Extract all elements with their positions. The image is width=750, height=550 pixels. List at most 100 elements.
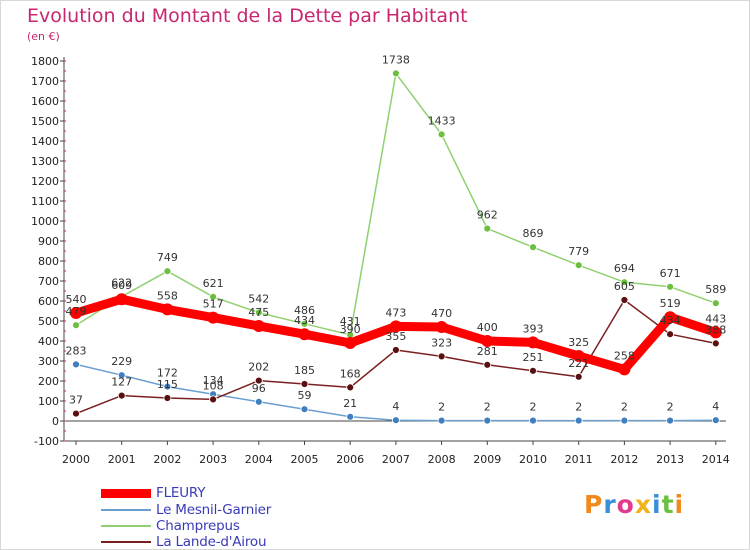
data-point — [117, 391, 126, 400]
data-point — [344, 337, 357, 349]
legend-swatch — [101, 525, 151, 527]
data-point — [618, 363, 631, 376]
legend-label: Champrepus — [156, 518, 240, 534]
x-tick-label: 2006 — [336, 453, 364, 466]
data-label: 540 — [66, 293, 87, 306]
data-label: 622 — [111, 277, 132, 290]
y-tick-label: 1500 — [31, 115, 59, 128]
data-label: 479 — [66, 305, 87, 318]
x-tick-label: 2014 — [702, 453, 730, 466]
legend-label: FLEURY — [156, 485, 206, 501]
data-point — [711, 299, 720, 308]
data-point — [666, 416, 674, 425]
y-tick-label: 700 — [38, 275, 59, 288]
data-point — [620, 296, 629, 304]
data-point — [620, 278, 629, 287]
data-label: 1738 — [382, 53, 410, 66]
y-tick-label: 500 — [38, 315, 59, 328]
data-label: 172 — [157, 367, 178, 380]
logo-letter: t — [661, 490, 675, 519]
data-label: 4 — [712, 400, 719, 413]
y-tick-label: 800 — [38, 255, 59, 268]
logo-letter: o — [616, 490, 635, 519]
y-tick-label: 900 — [38, 235, 59, 248]
data-label: 59 — [298, 389, 312, 402]
data-point — [346, 412, 355, 421]
data-point — [254, 376, 263, 385]
data-label: 621 — [203, 277, 224, 290]
data-point — [389, 320, 402, 333]
data-point — [391, 346, 400, 354]
data-point — [529, 366, 537, 375]
logo-letter: P — [584, 490, 604, 519]
y-tick-label: -100 — [34, 435, 59, 448]
data-point — [664, 311, 677, 324]
data-point — [574, 372, 583, 381]
data-point — [529, 416, 537, 425]
data-point — [70, 307, 82, 319]
data-label: 96 — [252, 382, 266, 395]
data-point — [117, 371, 126, 380]
data-label: 694 — [614, 262, 635, 275]
data-label: 517 — [203, 298, 224, 311]
axes: -100 0 100 200 300 400 500 600 700 800 900 1000 1100… — [31, 55, 730, 466]
y-tick-label: 400 — [38, 335, 59, 348]
data-point — [437, 352, 446, 361]
data-label: 168 — [340, 367, 361, 380]
chart-title: Evolution du Montant de la Dette par Hab… — [27, 5, 468, 27]
data-label: 127 — [111, 376, 132, 389]
data-label: 1433 — [428, 114, 456, 127]
data-label: 4 — [392, 400, 399, 413]
data-point — [711, 339, 720, 348]
data-point — [391, 69, 400, 78]
data-label: 390 — [340, 323, 361, 336]
data-label: 486 — [294, 304, 315, 317]
legend-swatch — [101, 509, 151, 511]
x-tick-label: 2002 — [153, 453, 181, 466]
data-label: 185 — [294, 364, 315, 377]
data-label: 2 — [667, 401, 674, 414]
data-point — [574, 416, 583, 425]
data-label: 473 — [385, 306, 406, 319]
data-point — [620, 416, 629, 425]
y-tick-label: 1800 — [31, 55, 59, 68]
y-tick-label: 1300 — [31, 155, 59, 168]
x-tick-label: 2009 — [473, 453, 501, 466]
legend-label: Le Mesnil-Garnier — [156, 502, 272, 518]
data-label: 558 — [157, 289, 178, 302]
data-point — [252, 320, 265, 332]
data-label: 388 — [705, 323, 726, 336]
data-point — [163, 382, 172, 391]
data-labels: 283 229 172 134 96 59 21 4 2 2 2 2 2 2 4 37 127 115 108 202… — [66, 53, 727, 413]
data-point — [346, 383, 355, 392]
data-point — [254, 397, 263, 406]
data-label: 869 — [523, 227, 544, 240]
y-tick-label: 1200 — [31, 175, 59, 188]
data-point — [72, 360, 80, 369]
data-label: 434 — [660, 314, 681, 327]
data-point — [209, 292, 218, 301]
data-point — [709, 326, 722, 339]
data-label: 115 — [157, 378, 178, 391]
data-label: 393 — [523, 322, 544, 335]
data-point — [666, 282, 674, 291]
data-point — [209, 395, 218, 404]
data-point — [163, 267, 172, 276]
x-tick-label: 2011 — [565, 453, 593, 466]
data-label: 229 — [111, 355, 132, 368]
data-label: 2 — [438, 401, 445, 414]
y-tick-label: 1600 — [31, 95, 59, 108]
x-tick-label: 2012 — [610, 453, 638, 466]
data-point — [391, 416, 400, 425]
data-point — [72, 321, 80, 330]
data-label: 37 — [69, 394, 83, 407]
logo-letter: r — [603, 490, 617, 519]
y-tick-label: 600 — [38, 295, 59, 308]
y-tick-label: 300 — [38, 355, 59, 368]
x-tick-label: 2003 — [199, 453, 227, 466]
data-point — [483, 360, 492, 369]
data-label: 21 — [343, 397, 357, 410]
data-label: 475 — [248, 306, 269, 319]
data-label: 221 — [568, 357, 589, 370]
